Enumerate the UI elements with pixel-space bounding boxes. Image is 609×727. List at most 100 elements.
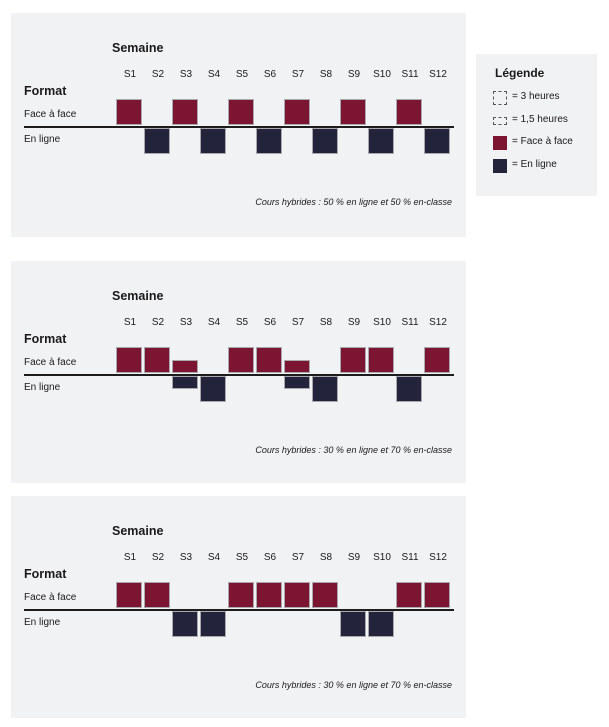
week-label: S9 xyxy=(347,317,361,328)
face-a-face-block xyxy=(116,347,142,373)
semaine-heading: Semaine xyxy=(112,289,164,303)
semaine-heading: Semaine xyxy=(112,524,164,538)
format-heading: Format xyxy=(24,84,67,98)
face-a-face-block xyxy=(228,99,254,125)
week-label: S8 xyxy=(319,69,333,80)
week-label: S3 xyxy=(179,552,193,563)
week-label: S8 xyxy=(319,317,333,328)
legend-label: = Face à face xyxy=(512,136,573,147)
face-a-face-block xyxy=(228,347,254,373)
week-label: S5 xyxy=(235,552,249,563)
face-a-face-block xyxy=(228,582,254,608)
format-heading: Format xyxy=(24,567,67,581)
week-label: S11 xyxy=(401,317,419,328)
dashed-half-square-icon xyxy=(493,117,507,125)
en-ligne-block xyxy=(396,376,422,402)
dashed-square-icon xyxy=(493,91,507,105)
week-label: S1 xyxy=(123,317,137,328)
week-label: S10 xyxy=(373,552,391,563)
en-ligne-block xyxy=(200,611,226,637)
week-label: S4 xyxy=(207,317,221,328)
en-ligne-block xyxy=(200,376,226,402)
week-label: S5 xyxy=(235,317,249,328)
face-a-face-block xyxy=(424,347,450,373)
row-label-en-ligne: En ligne xyxy=(24,134,61,145)
face-a-face-block xyxy=(340,347,366,373)
en-ligne-block xyxy=(172,376,198,389)
week-label: S2 xyxy=(151,69,165,80)
face-a-face-block xyxy=(256,582,282,608)
face-a-face-block xyxy=(312,582,338,608)
week-label: S12 xyxy=(429,552,447,563)
en-ligne-block xyxy=(368,611,394,637)
week-label: S11 xyxy=(401,552,419,563)
row-label-face-a-face: Face à face xyxy=(24,109,77,120)
en-ligne-block xyxy=(284,376,310,389)
face-a-face-block xyxy=(144,582,170,608)
face-a-face-block xyxy=(116,582,142,608)
face-a-face-swatch-icon xyxy=(493,136,507,150)
week-label: S2 xyxy=(151,317,165,328)
week-label: S11 xyxy=(401,69,419,80)
face-a-face-block xyxy=(396,99,422,125)
legend-label: = 1,5 heures xyxy=(512,114,568,125)
face-a-face-block xyxy=(284,360,310,373)
panel-caption: Cours hybrides : 30 % en ligne et 70 % e… xyxy=(255,680,452,690)
en-ligne-block xyxy=(424,128,450,154)
week-label: S7 xyxy=(291,317,305,328)
week-label: S12 xyxy=(429,317,447,328)
week-label: S12 xyxy=(429,69,447,80)
week-label: S1 xyxy=(123,69,137,80)
week-label: S6 xyxy=(263,552,277,563)
en-ligne-swatch-icon xyxy=(493,159,507,173)
format-heading: Format xyxy=(24,332,67,346)
row-label-face-a-face: Face à face xyxy=(24,592,77,603)
week-label: S4 xyxy=(207,552,221,563)
face-a-face-block xyxy=(284,582,310,608)
row-divider xyxy=(24,126,454,128)
en-ligne-block xyxy=(144,128,170,154)
week-label: S10 xyxy=(373,317,391,328)
row-label-en-ligne: En ligne xyxy=(24,382,61,393)
en-ligne-block xyxy=(200,128,226,154)
face-a-face-block xyxy=(424,582,450,608)
legend-label: = 3 heures xyxy=(512,91,560,102)
legend-title: Légende xyxy=(495,66,545,80)
week-label: S6 xyxy=(263,69,277,80)
face-a-face-block xyxy=(396,582,422,608)
face-a-face-block xyxy=(340,99,366,125)
en-ligne-block xyxy=(340,611,366,637)
row-divider xyxy=(24,374,454,376)
en-ligne-block xyxy=(312,376,338,402)
week-label: S9 xyxy=(347,69,361,80)
week-label: S9 xyxy=(347,552,361,563)
schedule-panel-1: Semaine S1 S2 S3 S4 S5 S6 S7 S8 S9 S10 S11 S12 Format… xyxy=(11,13,466,237)
week-label: S10 xyxy=(373,69,391,80)
schedule-panel-2: Semaine S1 S2 S3 S4 S5 S6 S7 S8 S9 S10 S11 S12 Format… xyxy=(11,261,466,483)
face-a-face-block xyxy=(284,99,310,125)
semaine-heading: Semaine xyxy=(112,41,164,55)
en-ligne-block xyxy=(312,128,338,154)
week-label: S4 xyxy=(207,69,221,80)
face-a-face-block xyxy=(368,347,394,373)
legend: Légende = 3 heures = 1,5 heures = Face à… xyxy=(476,54,597,196)
face-a-face-block xyxy=(144,347,170,373)
face-a-face-block xyxy=(116,99,142,125)
week-label: S5 xyxy=(235,69,249,80)
week-label: S7 xyxy=(291,552,305,563)
en-ligne-block xyxy=(368,128,394,154)
face-a-face-block xyxy=(172,99,198,125)
week-label: S3 xyxy=(179,317,193,328)
panel-caption: Cours hybrides : 30 % en ligne et 70 % e… xyxy=(255,445,452,455)
row-label-face-a-face: Face à face xyxy=(24,357,77,368)
week-label: S6 xyxy=(263,317,277,328)
en-ligne-block xyxy=(172,611,198,637)
week-label: S3 xyxy=(179,69,193,80)
week-label: S1 xyxy=(123,552,137,563)
schedule-panel-3: Semaine S1 S2 S3 S4 S5 S6 S7 S8 S9 S10 S11 S12 Format… xyxy=(11,496,466,718)
panel-caption: Cours hybrides : 50 % en ligne et 50 % e… xyxy=(255,197,452,207)
week-label: S8 xyxy=(319,552,333,563)
week-label: S7 xyxy=(291,69,305,80)
en-ligne-block xyxy=(256,128,282,154)
face-a-face-block xyxy=(256,347,282,373)
